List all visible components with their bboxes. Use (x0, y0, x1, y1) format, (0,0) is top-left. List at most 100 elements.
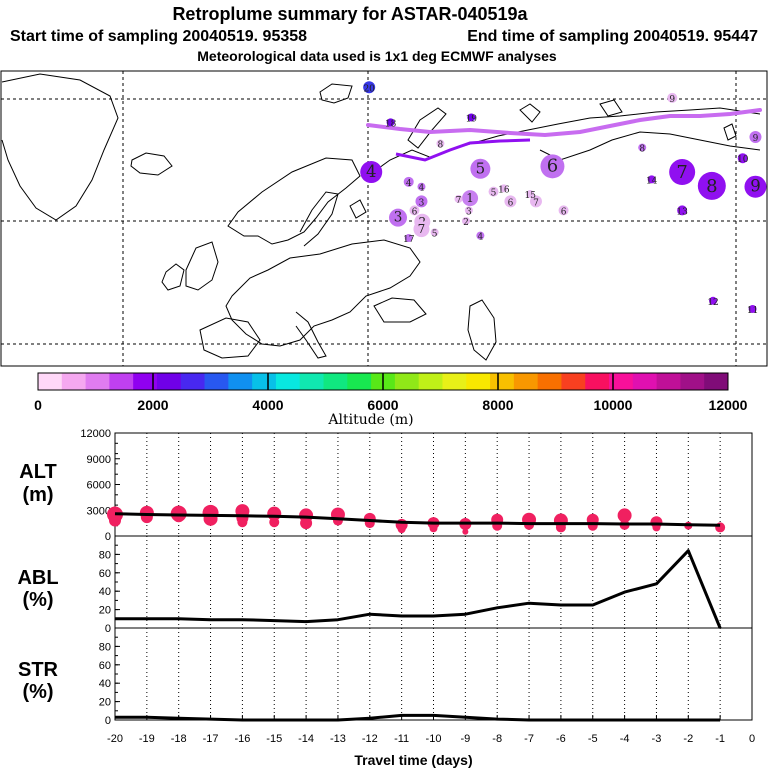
cluster-label-14: 14 (646, 176, 658, 186)
cluster-marker-7 (529, 195, 542, 208)
altitude-cluster-point (397, 525, 406, 534)
colorbar-cell (513, 373, 539, 390)
cluster-label-5: 5 (432, 229, 438, 239)
y-tick-label: 6000 (87, 480, 111, 492)
time-series-panels: 120009000600030000ALT(m)806040200ABL(%)8… (17, 428, 755, 768)
cluster-label-4: 4 (478, 233, 484, 243)
cluster-label-6: 6 (412, 207, 418, 217)
cluster-marker-7 (454, 194, 463, 203)
y-tick-label: 0 (105, 715, 111, 727)
x-tick-label: -6 (556, 733, 566, 745)
x-tick-label: -4 (620, 733, 630, 745)
cluster-label-15: 15 (524, 191, 536, 201)
panel-label: STR (18, 659, 59, 681)
cluster-label-9: 9 (753, 134, 759, 144)
x-tick-label: -5 (588, 733, 598, 745)
altitude-cluster-point (332, 515, 343, 526)
x-tick-label: 0 (749, 733, 755, 745)
cluster-marker-16 (499, 184, 508, 193)
cluster-marker-19 (467, 113, 476, 122)
y-tick-label: 20 (99, 697, 111, 709)
y-tick-label: 60 (99, 568, 111, 580)
cluster-label-9: 9 (669, 95, 675, 105)
cluster-label-11: 11 (747, 306, 758, 316)
colorbar-cell (394, 373, 420, 390)
colorbar-cell (204, 373, 229, 390)
y-tick-label: 9000 (87, 454, 111, 466)
end-time-label: End time of sampling 20040519. 95447 (467, 28, 758, 45)
colorbar-tick-label: 2000 (137, 397, 168, 413)
altitude-cluster-point (300, 517, 313, 530)
colorbar-tick-label: 4000 (252, 397, 283, 413)
cluster-label-2: 2 (463, 218, 469, 228)
cluster-marker-9 (749, 131, 762, 144)
y-tick-label: 20 (99, 605, 111, 617)
x-tick-label: -10 (426, 733, 442, 745)
x-tick-label: -13 (330, 733, 346, 745)
start-time-label: Start time of sampling 20040519. 95358 (10, 28, 307, 45)
cluster-label-3: 3 (394, 210, 403, 226)
cluster-marker-18 (386, 118, 395, 127)
colorbar-cells (38, 373, 729, 390)
colorbar-cell (252, 373, 277, 390)
altitude-cluster-point (269, 517, 280, 528)
colorbar-cell (585, 373, 610, 390)
y-tick-label: 40 (99, 678, 111, 690)
cluster-label-3: 3 (466, 207, 472, 217)
colorbar-cell (490, 373, 515, 390)
colorbar-cell (228, 373, 253, 390)
colorbar-cell (299, 373, 325, 390)
cluster-marker-3 (389, 208, 408, 227)
panel-label: ABL (17, 567, 58, 589)
colorbar-tick-label: 12000 (709, 397, 748, 413)
altitude-cluster-point (617, 508, 632, 523)
colorbar-cell (680, 373, 705, 390)
cluster-marker-8 (697, 171, 726, 200)
cluster-marker-10 (737, 153, 748, 164)
cluster-marker-15 (526, 190, 535, 199)
x-tick-label: -16 (234, 733, 250, 745)
cluster-label-5: 5 (476, 159, 486, 177)
cluster-label-7: 7 (456, 196, 462, 206)
colorbar-cell (347, 373, 372, 390)
colorbar-cell (38, 373, 63, 390)
x-tick-label: -11 (394, 733, 409, 745)
cluster-marker-6 (558, 205, 569, 216)
map-panel: 1223334444555666677778889991011121314151… (0, 70, 768, 367)
colorbar-cell (704, 373, 729, 390)
x-tick-label: -8 (492, 733, 502, 745)
series-line-str (115, 713, 721, 722)
cluster-marker-14 (647, 175, 656, 184)
panel-abl: 80 60 40 20 0 ABL(%) (17, 535, 753, 635)
x-tick-label: -20 (107, 733, 123, 745)
altitude-colorbar: 0 2000 4000 6000 8000 10000 12000 Altitude (m) (34, 372, 748, 428)
cluster-marker-6 (540, 154, 565, 179)
x-tick-label: -15 (266, 733, 282, 745)
colorbar-cell (180, 373, 206, 390)
cluster-marker-11 (748, 304, 757, 313)
colorbar-tick-label: 6000 (367, 397, 398, 413)
cluster-marker-12 (709, 296, 718, 305)
cluster-marker-9 (667, 92, 678, 103)
cluster-markers: 1223334444555666677778889991011121314151… (360, 81, 767, 316)
x-tick-label: -14 (298, 733, 314, 745)
cluster-marker-20 (363, 81, 376, 94)
colorbar-tick-label: 0 (34, 397, 42, 413)
cluster-marker-4 (403, 176, 414, 187)
figure-title: Retroplume summary for ASTAR-040519a (172, 4, 528, 24)
series-line-alt (114, 512, 721, 527)
cluster-label-8: 8 (706, 176, 717, 197)
x-tick-label: -19 (139, 733, 155, 745)
y-tick-label: 3000 (87, 505, 111, 517)
cluster-marker-5 (470, 158, 491, 179)
colorbar-cell (323, 373, 348, 390)
altitude-cluster-point (109, 514, 121, 527)
cluster-marker-2 (461, 216, 470, 225)
x-tick-label: -18 (171, 733, 187, 745)
colorbar-tick-label: 8000 (482, 397, 513, 413)
cluster-label-19: 19 (466, 114, 478, 124)
cluster-marker-5 (430, 228, 439, 237)
cluster-label-6: 6 (547, 156, 558, 177)
